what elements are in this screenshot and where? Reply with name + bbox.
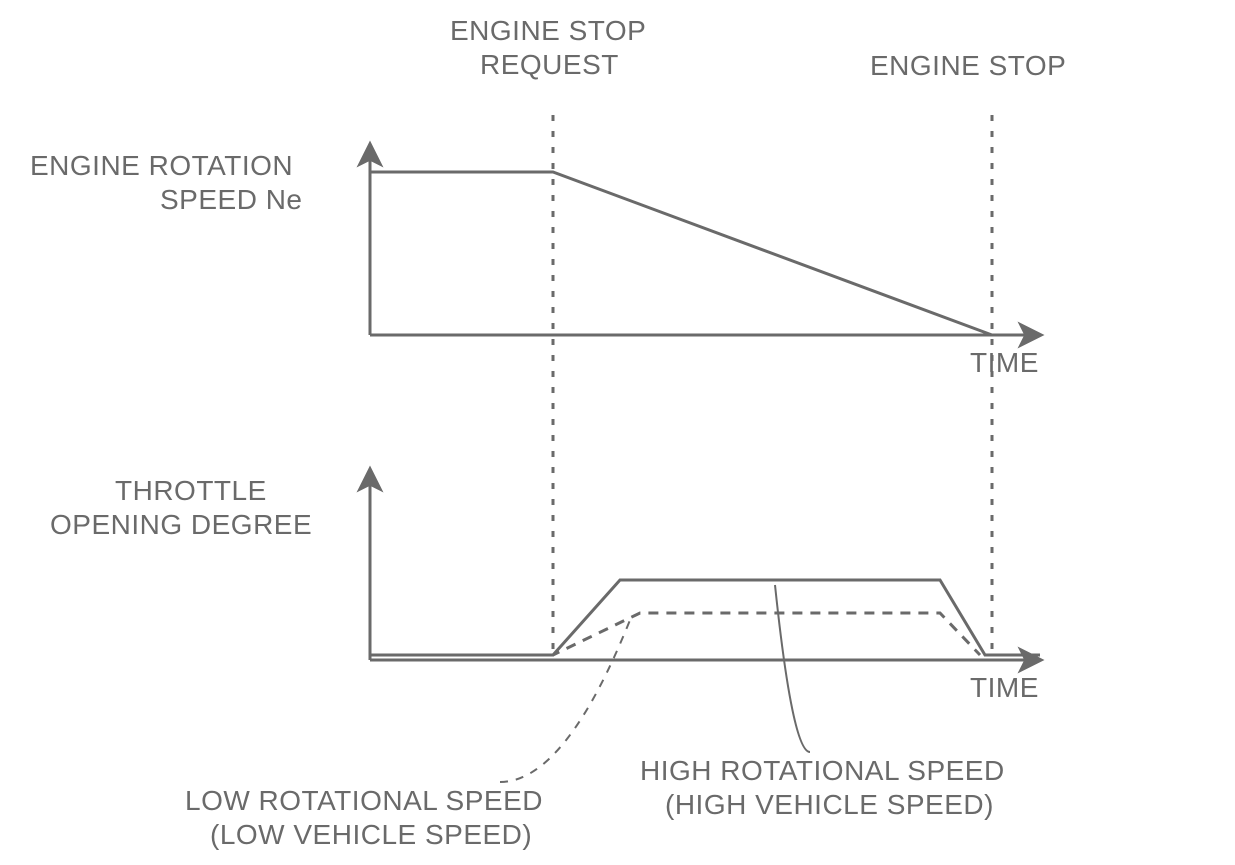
lead-low [500, 620, 630, 782]
bot-ylabel-2: OPENING DEGREE [50, 509, 312, 540]
bot-trace-high [370, 580, 1040, 655]
bot-trace-low [370, 613, 980, 655]
top-ylabel-1: ENGINE ROTATION [30, 150, 293, 181]
lead-high [775, 585, 810, 752]
label-stop-request-1: ENGINE STOP [450, 15, 646, 46]
annot-high-2: (HIGH VEHICLE SPEED) [665, 789, 994, 820]
bot-ylabel-1: THROTTLE [115, 475, 267, 506]
label-stop-request-2: REQUEST [480, 49, 619, 80]
annot-high-1: HIGH ROTATIONAL SPEED [640, 755, 1005, 786]
annot-low-1: LOW ROTATIONAL SPEED [185, 785, 543, 816]
top-xlabel: TIME [970, 347, 1039, 378]
label-stop: ENGINE STOP [870, 50, 1066, 81]
top-trace [370, 172, 992, 335]
bot-xlabel: TIME [970, 672, 1039, 703]
annot-low-2: (LOW VEHICLE SPEED) [210, 819, 532, 850]
top-ylabel-2: SPEED Ne [160, 184, 303, 215]
